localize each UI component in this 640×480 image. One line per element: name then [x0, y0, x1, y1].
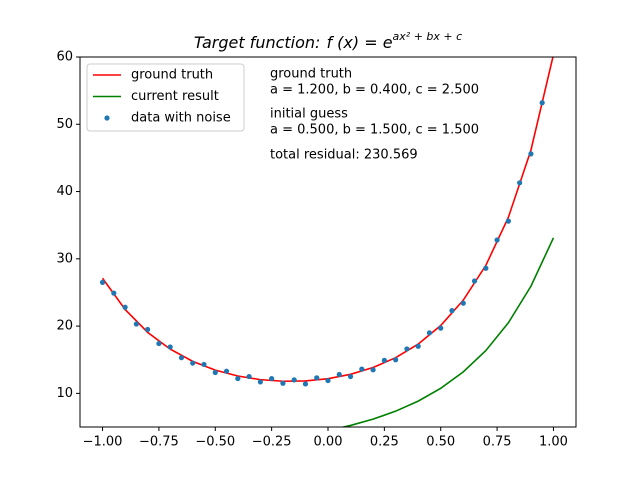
- data-point: [359, 366, 365, 372]
- y-tick-label: 50: [56, 117, 73, 132]
- x-tick-label: 0.00: [314, 435, 343, 450]
- data-point: [280, 380, 286, 386]
- chart-title: Target function: f (x) = eax² + bx + c: [194, 30, 462, 52]
- legend-marker: [104, 115, 110, 121]
- legend-label: data with noise: [131, 111, 231, 126]
- x-tick-label: −0.50: [195, 435, 235, 450]
- data-point: [381, 357, 387, 363]
- annotation: a = 1.200, b = 0.400, c = 2.500: [270, 83, 479, 98]
- data-point: [325, 377, 331, 384]
- annotation: a = 0.500, b = 1.500, c = 1.500: [270, 123, 479, 138]
- x-tick-label: 0.50: [426, 435, 455, 450]
- data-point: [370, 367, 376, 373]
- data-point: [415, 343, 421, 349]
- y-tick-label: 30: [56, 251, 73, 266]
- data-point: [393, 357, 399, 363]
- data-point: [517, 180, 523, 186]
- data-point: [460, 300, 466, 306]
- data-point: [190, 360, 196, 366]
- y-tick-label: 40: [56, 184, 73, 199]
- data-point: [212, 369, 218, 376]
- title-exponent: ax² + bx + c: [393, 30, 463, 43]
- data-point: [505, 218, 511, 224]
- y-tick-label: 10: [56, 386, 73, 401]
- y-tick-label: 60: [56, 50, 73, 65]
- data-point: [145, 326, 151, 333]
- title-text: Target function:: [194, 33, 321, 52]
- data-point: [167, 344, 173, 350]
- data-point: [336, 371, 342, 378]
- x-tick-label: −0.75: [139, 435, 179, 450]
- data-point: [257, 379, 263, 385]
- data-point: [302, 381, 309, 387]
- data-point: [156, 340, 162, 347]
- data-point: [314, 375, 320, 381]
- data-point: [133, 321, 139, 327]
- data-point: [426, 330, 433, 336]
- plot-area: [99, 57, 555, 427]
- x-tick-label: −0.25: [252, 435, 292, 450]
- annotation: ground truth: [270, 67, 352, 82]
- legend-box: [86, 63, 245, 132]
- data-point: [122, 304, 128, 310]
- legend-label: current result: [131, 89, 219, 104]
- data-point: [539, 100, 545, 106]
- data-point: [235, 375, 241, 382]
- data-point: [404, 346, 410, 352]
- data-point: [528, 151, 534, 157]
- data-point: [223, 368, 230, 374]
- data-point: [483, 265, 489, 271]
- x-tick-label: 0.25: [370, 435, 399, 450]
- series-line: [339, 237, 555, 427]
- data-point: [471, 278, 478, 284]
- data-point: [347, 373, 354, 380]
- x-tick-label: 1.00: [539, 435, 568, 450]
- data-point: [449, 308, 455, 314]
- data-point: [246, 373, 252, 380]
- data-point: [111, 290, 117, 296]
- annotation: initial guess: [270, 107, 348, 122]
- y-tick-label: 20: [56, 319, 73, 334]
- x-tick-label: 0.75: [483, 435, 512, 450]
- legend-label: ground truth: [131, 68, 213, 83]
- annotation: total residual: 230.569: [270, 148, 418, 163]
- title-formula: f (x) = e: [326, 33, 392, 52]
- x-tick-label: −1.00: [83, 435, 123, 450]
- data-point: [99, 279, 106, 285]
- data-point: [438, 325, 444, 331]
- data-point: [201, 361, 207, 368]
- data-point: [178, 355, 185, 361]
- data-point: [269, 375, 275, 382]
- data-point: [291, 377, 297, 383]
- data-point: [494, 237, 500, 243]
